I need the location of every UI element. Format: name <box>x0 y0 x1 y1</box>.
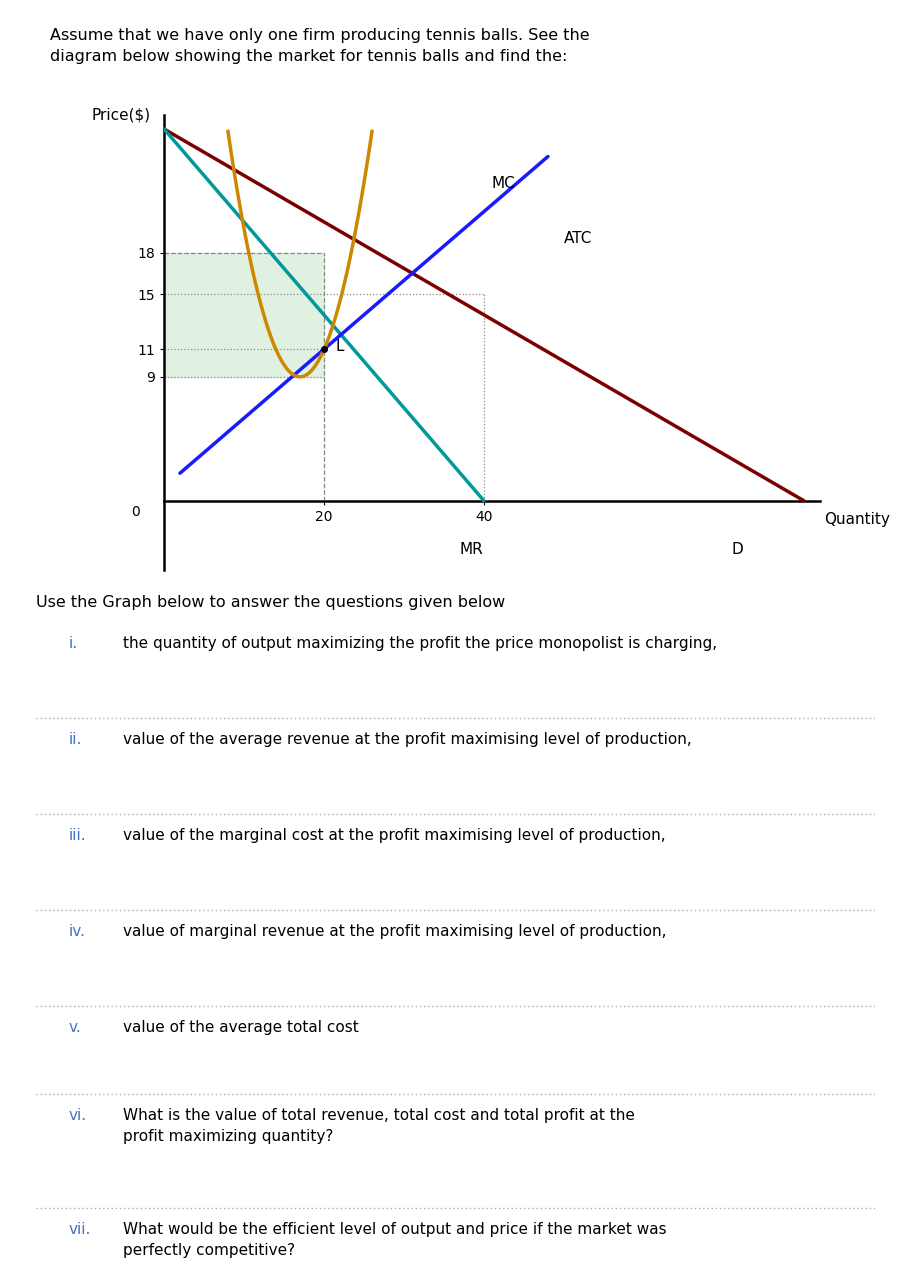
Text: Assume that we have only one firm producing tennis balls. See the
diagram below : Assume that we have only one firm produc… <box>50 28 589 64</box>
Text: MR: MR <box>460 541 484 557</box>
Text: What would be the efficient level of output and price if the market was
perfectl: What would be the efficient level of out… <box>123 1222 667 1258</box>
Text: v.: v. <box>68 1020 81 1036</box>
Text: D: D <box>732 541 743 557</box>
Text: iii.: iii. <box>68 828 86 844</box>
Polygon shape <box>164 253 324 376</box>
Text: Use the Graph below to answer the questions given below: Use the Graph below to answer the questi… <box>36 595 506 611</box>
Text: value of marginal revenue at the profit maximising level of production,: value of marginal revenue at the profit … <box>123 924 667 940</box>
Text: i.: i. <box>68 636 77 652</box>
Text: What is the value of total revenue, total cost and total profit at the
profit ma: What is the value of total revenue, tota… <box>123 1108 635 1144</box>
Text: ii.: ii. <box>68 732 82 748</box>
Text: Price($): Price($) <box>92 108 151 122</box>
Text: iv.: iv. <box>68 924 86 940</box>
Text: Quantity: Quantity <box>824 512 890 527</box>
Text: vii.: vii. <box>68 1222 91 1238</box>
Text: 0: 0 <box>131 504 140 518</box>
Text: value of the average total cost: value of the average total cost <box>123 1020 359 1036</box>
Text: vi.: vi. <box>68 1108 87 1124</box>
Text: ATC: ATC <box>564 230 592 246</box>
Text: MC: MC <box>492 175 516 191</box>
Text: value of the average revenue at the profit maximising level of production,: value of the average revenue at the prof… <box>123 732 691 748</box>
Text: value of the marginal cost at the profit maximising level of production,: value of the marginal cost at the profit… <box>123 828 666 844</box>
Text: the quantity of output maximizing the profit the price monopolist is charging,: the quantity of output maximizing the pr… <box>123 636 717 652</box>
Text: L: L <box>336 339 344 355</box>
